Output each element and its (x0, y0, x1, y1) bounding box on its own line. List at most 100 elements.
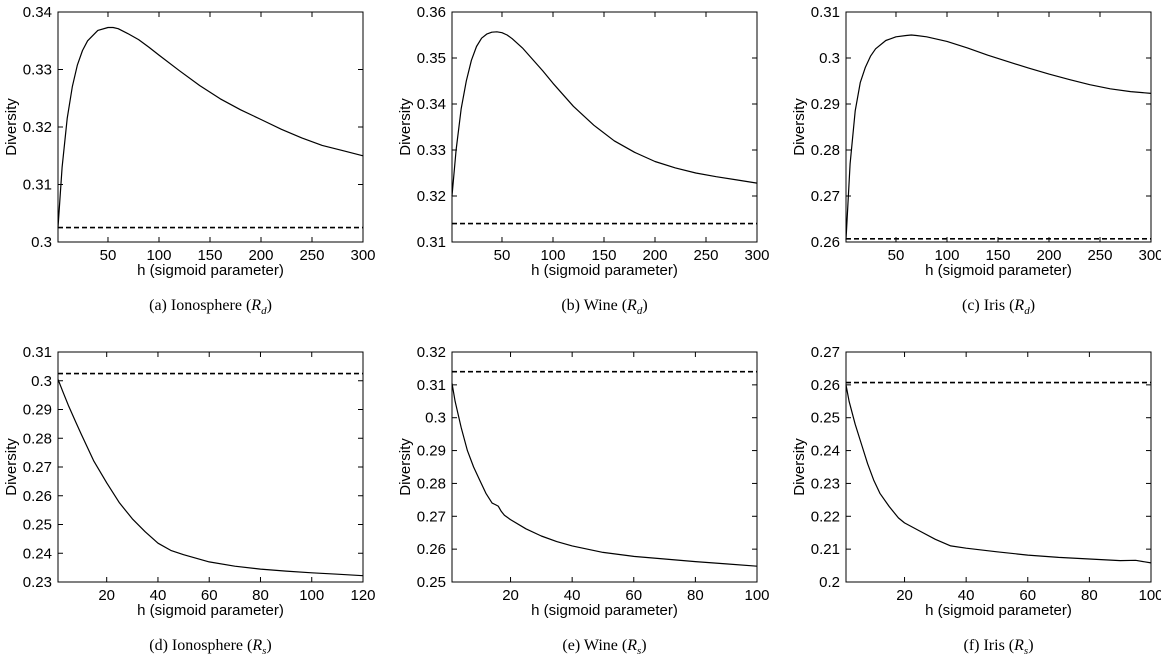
x-tick-label: 300 (350, 247, 375, 264)
caption-symbol: R (626, 297, 637, 314)
panel-e-wine-rs: 20 40 60 80 100 0.25 0.26 0.27 0.28 0.29 0.3 0.31 0.… (397, 344, 770, 657)
panel-caption: (e) Wine (Rs) (562, 637, 646, 657)
x-axis-label: h (sigmoid parameter) (531, 262, 678, 279)
y-tick-label: 0.29 (811, 96, 840, 113)
plot-area (845, 351, 1152, 583)
plot-area (451, 11, 758, 243)
x-tick-label: 150 (591, 247, 616, 264)
y-tick-label: 0.27 (23, 459, 52, 476)
plot-area (845, 11, 1152, 243)
x-tick-label: 60 (625, 587, 642, 604)
x-tick-label: 250 (693, 247, 718, 264)
y-tick-label: 0.23 (23, 574, 52, 591)
x-tick-label: 20 (896, 587, 913, 604)
x-tick-label: 100 (934, 247, 959, 264)
panel-c-iris-rd: 50 100 150 200 250 300 0.26 0.27 0.28 0.29 0.3 0.31… (791, 4, 1161, 317)
x-tick-label: 250 (299, 247, 324, 264)
panel-caption: (c) Iris (Rd) (962, 297, 1035, 317)
x-tick-label: 150 (197, 247, 222, 264)
y-tick-label: 0.3 (425, 410, 446, 427)
caption-symbol: R (251, 637, 262, 654)
panel-a-ionosphere-rd: 50 100 150 200 250 300 0.3 0.31 0.32 0.33 0.34 h (s… (3, 4, 376, 317)
diversity-curve (57, 379, 364, 577)
panel-caption: (d) Ionosphere (Rs) (149, 637, 271, 657)
y-tick-label: 0.26 (811, 234, 840, 251)
y-tick-label: 0.31 (417, 377, 446, 394)
panel-caption: (f) Iris (Rs) (963, 637, 1033, 657)
x-tick-label: 300 (1138, 247, 1161, 264)
x-tick-label: 80 (252, 587, 269, 604)
y-tick-label: 0.31 (417, 234, 446, 251)
caption-prefix: (b) Wine ( (561, 297, 627, 314)
y-tick-label: 0.34 (417, 96, 446, 113)
y-tick-label: 0.32 (23, 119, 52, 136)
y-tick-label: 0.29 (23, 402, 52, 419)
y-axis-label: Diversity (3, 438, 20, 496)
y-axis-label: Diversity (791, 438, 808, 496)
y-tick-label: 0.3 (31, 373, 52, 390)
y-tick-label: 0.24 (811, 443, 840, 460)
caption-prefix: (f) Iris ( (963, 637, 1014, 654)
x-tick-label: 20 (98, 587, 115, 604)
caption-suffix: ) (266, 637, 271, 654)
y-tick-label: 0.33 (417, 142, 446, 159)
y-tick-label: 0.28 (417, 475, 446, 492)
diversity-curve (451, 383, 758, 567)
y-tick-label: 0.27 (417, 508, 446, 525)
caption-prefix: (a) Ionosphere ( (149, 297, 251, 314)
y-tick-label: 0.25 (23, 517, 52, 534)
y-tick-label: 0.3 (819, 50, 840, 67)
y-axis-label: Diversity (397, 98, 414, 156)
y-tick-label: 0.27 (811, 188, 840, 205)
x-tick-label: 200 (1036, 247, 1061, 264)
plot-area (57, 11, 364, 243)
y-tick-label: 0.3 (31, 234, 52, 251)
x-tick-label: 100 (299, 587, 324, 604)
x-axis-label: h (sigmoid parameter) (137, 602, 284, 619)
caption-prefix: (c) Iris ( (962, 297, 1014, 314)
y-tick-label: 0.31 (811, 4, 840, 21)
x-tick-label: 120 (350, 587, 375, 604)
x-tick-label: 250 (1087, 247, 1112, 264)
plot-area (451, 351, 758, 583)
panel-caption: (b) Wine (Rd) (561, 297, 647, 317)
caption-subscript: s (262, 645, 266, 657)
x-axis-label: h (sigmoid parameter) (137, 262, 284, 279)
y-tick-label: 0.2 (819, 574, 840, 591)
caption-subscript: s (1024, 645, 1028, 657)
x-tick-label: 50 (888, 247, 905, 264)
x-tick-label: 200 (248, 247, 273, 264)
y-tick-label: 0.24 (23, 545, 52, 562)
y-tick-label: 0.35 (417, 50, 446, 67)
y-tick-label: 0.31 (23, 177, 52, 194)
caption-suffix: ) (1028, 637, 1033, 654)
diversity-curve (845, 384, 1152, 564)
caption-subscript: d (261, 305, 267, 317)
x-tick-label: 100 (540, 247, 565, 264)
x-tick-label: 20 (502, 587, 519, 604)
x-tick-label: 80 (687, 587, 704, 604)
y-tick-label: 0.23 (811, 475, 840, 492)
y-tick-label: 0.25 (417, 574, 446, 591)
x-tick-label: 40 (564, 587, 581, 604)
diversity-curve (57, 26, 364, 228)
caption-suffix: ) (1030, 297, 1035, 314)
y-tick-label: 0.36 (417, 4, 446, 21)
caption-prefix: (e) Wine ( (562, 637, 627, 654)
y-tick-label: 0.26 (23, 488, 52, 505)
y-axis-label: Diversity (791, 98, 808, 156)
x-tick-label: 200 (642, 247, 667, 264)
caption-symbol: R (626, 637, 637, 654)
caption-symbol: R (250, 297, 261, 314)
y-tick-label: 0.26 (417, 541, 446, 558)
caption-suffix: ) (267, 297, 272, 314)
x-tick-label: 40 (958, 587, 975, 604)
x-tick-label: 60 (1019, 587, 1036, 604)
y-tick-label: 0.28 (23, 430, 52, 447)
x-tick-label: 50 (494, 247, 511, 264)
y-tick-label: 0.31 (23, 344, 52, 361)
y-tick-label: 0.33 (23, 62, 52, 79)
x-tick-label: 100 (146, 247, 171, 264)
y-tick-label: 0.22 (811, 508, 840, 525)
